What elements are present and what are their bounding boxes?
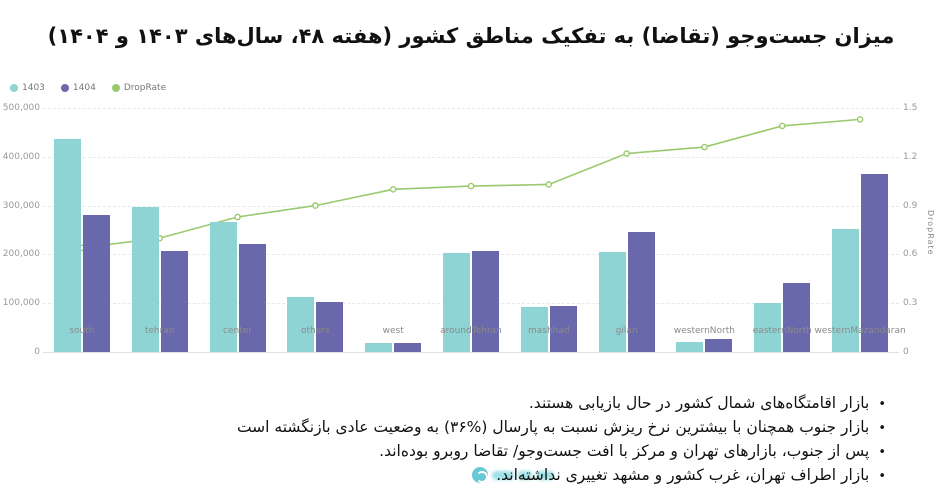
- legend-dot: [111, 84, 120, 92]
- left-axis-tick: 300,000: [2, 200, 40, 211]
- bar-1403-west: [365, 343, 393, 352]
- bullet-marker: •: [878, 421, 886, 436]
- legend-label: 1404: [72, 83, 96, 93]
- x-axis-label-easternNorth: easternNorth: [752, 326, 812, 336]
- chart-plot-area: [43, 108, 899, 352]
- left-axis-tick: 200,000: [2, 249, 40, 260]
- left-axis-tick: 0: [34, 347, 40, 357]
- x-axis-label-gilan: gilan: [615, 326, 638, 336]
- bar-1404-aroundTehran: [472, 250, 499, 352]
- legend-label: 1403: [22, 83, 45, 93]
- gridline: [43, 108, 899, 109]
- left-axis-tick: 400,000: [2, 151, 40, 162]
- bullet-item: • بازار اقامتگاه‌های شمال کشور در حال با…: [237, 392, 886, 416]
- legend-item-DropRate[interactable]: DropRate: [111, 83, 167, 93]
- right-axis-tick: 0.3: [903, 298, 918, 309]
- chart-legend: 1403 1404 DropRate: [10, 83, 166, 93]
- bar-1403-south: [53, 138, 81, 352]
- right-axis-tick: 1.2: [903, 151, 918, 162]
- bar-1404-west: [394, 343, 422, 352]
- droprate-point-center: [234, 213, 241, 221]
- gridline: [43, 352, 899, 353]
- watermark-logo: [472, 466, 562, 486]
- bar-1404-center: [238, 244, 266, 352]
- bar-1404-others: [316, 302, 344, 352]
- bar-1404-south: [82, 215, 110, 352]
- bar-1404-easternNorth: [783, 283, 811, 352]
- droprate-point-easternNorth: [778, 122, 786, 130]
- bar-1403-easternNorth: [754, 303, 782, 352]
- bar-1403-aroundTehran: [443, 252, 470, 352]
- bullet-marker: •: [878, 397, 886, 412]
- right-axis-tick: 0: [903, 347, 909, 357]
- bar-1404-gilan: [627, 231, 655, 352]
- search-volume-chart: 1403 1404 DropRate 500,000 1.5 400,000 1.2 300…: [0, 78, 942, 380]
- legend-label: DropRate: [123, 83, 167, 93]
- bullet-text: بازار اقامتگاه‌های شمال کشور در حال بازی…: [528, 394, 870, 412]
- bullet-text: پس از جنوب، بازارهای تهران و مرکز با افت…: [379, 442, 870, 460]
- legend-dot: [10, 84, 18, 92]
- droprate-point-others: [312, 202, 319, 209]
- bullet-item: • بازار اطراف تهران، غرب کشور و مشهد تغی…: [237, 464, 886, 488]
- bar-1404-westernMazandaran: [861, 173, 889, 352]
- droprate-point-westernMazandaran: [856, 116, 864, 123]
- bar-1403-center: [209, 222, 237, 352]
- x-axis-label-west: west: [382, 326, 404, 336]
- bullet-item: • بازار جنوب همچنان با بیشترین نرخ ریزش …: [237, 416, 886, 440]
- right-axis-tick: 0.9: [903, 200, 918, 211]
- bullet-item: • پس از جنوب، بازارهای تهران و مرکز با ا…: [237, 440, 886, 464]
- x-axis-label-others: others: [301, 326, 330, 336]
- bar-1403-others: [287, 297, 315, 352]
- bullet-text: بازار جنوب همچنان با بیشترین نرخ ریزش نس…: [236, 418, 870, 436]
- droprate-point-westernNorth: [701, 143, 708, 151]
- bar-1404-tehran: [160, 251, 188, 352]
- right-axis-tick: 0.6: [903, 249, 918, 260]
- watermark-text-blob: [492, 471, 514, 480]
- right-axis-tick: 1.5: [903, 103, 918, 113]
- gridline: [43, 156, 899, 158]
- bar-1403-westernMazandaran: [832, 228, 860, 352]
- chart-title: میزان جست‌وجو (تقاضا) به تفکیک مناطق کشو…: [47, 24, 895, 48]
- bullet-text: بازار اطراف تهران، غرب کشور و مشهد تغییر…: [496, 466, 870, 484]
- x-axis-label-aroundTehran: aroundTehran: [440, 326, 502, 336]
- watermark-swirl-icon: [472, 467, 488, 483]
- legend-dot: [60, 84, 69, 92]
- watermark-text-blob: [536, 471, 554, 480]
- right-axis-title: DropRate: [926, 210, 935, 256]
- x-axis-label-mashhad: mashhad: [528, 326, 570, 336]
- gridline: [43, 254, 899, 256]
- bar-1403-mashhad: [520, 307, 548, 352]
- droprate-point-gilan: [623, 150, 630, 157]
- insight-bullet-list: • بازار اقامتگاه‌های شمال کشور در حال با…: [237, 392, 886, 488]
- bar-1403-tehran: [131, 207, 159, 352]
- legend-item-1404[interactable]: 1404: [60, 83, 96, 93]
- bullet-marker: •: [878, 469, 886, 484]
- bar-1403-gilan: [598, 252, 626, 352]
- bar-1404-westernNorth: [705, 338, 733, 352]
- gridline: [43, 303, 899, 305]
- left-axis-tick: 500,000: [2, 103, 40, 113]
- bar-1404-mashhad: [549, 305, 577, 352]
- x-axis-label-westernMazandaran: westernMazandaran: [814, 326, 906, 336]
- bar-1403-westernNorth: [676, 342, 704, 352]
- watermark-text-blob: [518, 471, 532, 480]
- droprate-point-west: [389, 186, 397, 193]
- droprate-point-aroundTehran: [467, 182, 475, 190]
- gridline: [43, 205, 899, 207]
- left-axis-tick: 100,000: [2, 298, 40, 309]
- x-axis-label-center: center: [223, 326, 253, 336]
- bullet-marker: •: [878, 445, 886, 460]
- droprate-point-mashhad: [545, 181, 553, 188]
- legend-item-1403[interactable]: 1403: [10, 83, 45, 93]
- x-axis-label-tehran: tehran: [144, 326, 175, 336]
- x-axis-label-westernNorth: westernNorth: [673, 326, 735, 336]
- x-axis-label-south: south: [69, 326, 95, 336]
